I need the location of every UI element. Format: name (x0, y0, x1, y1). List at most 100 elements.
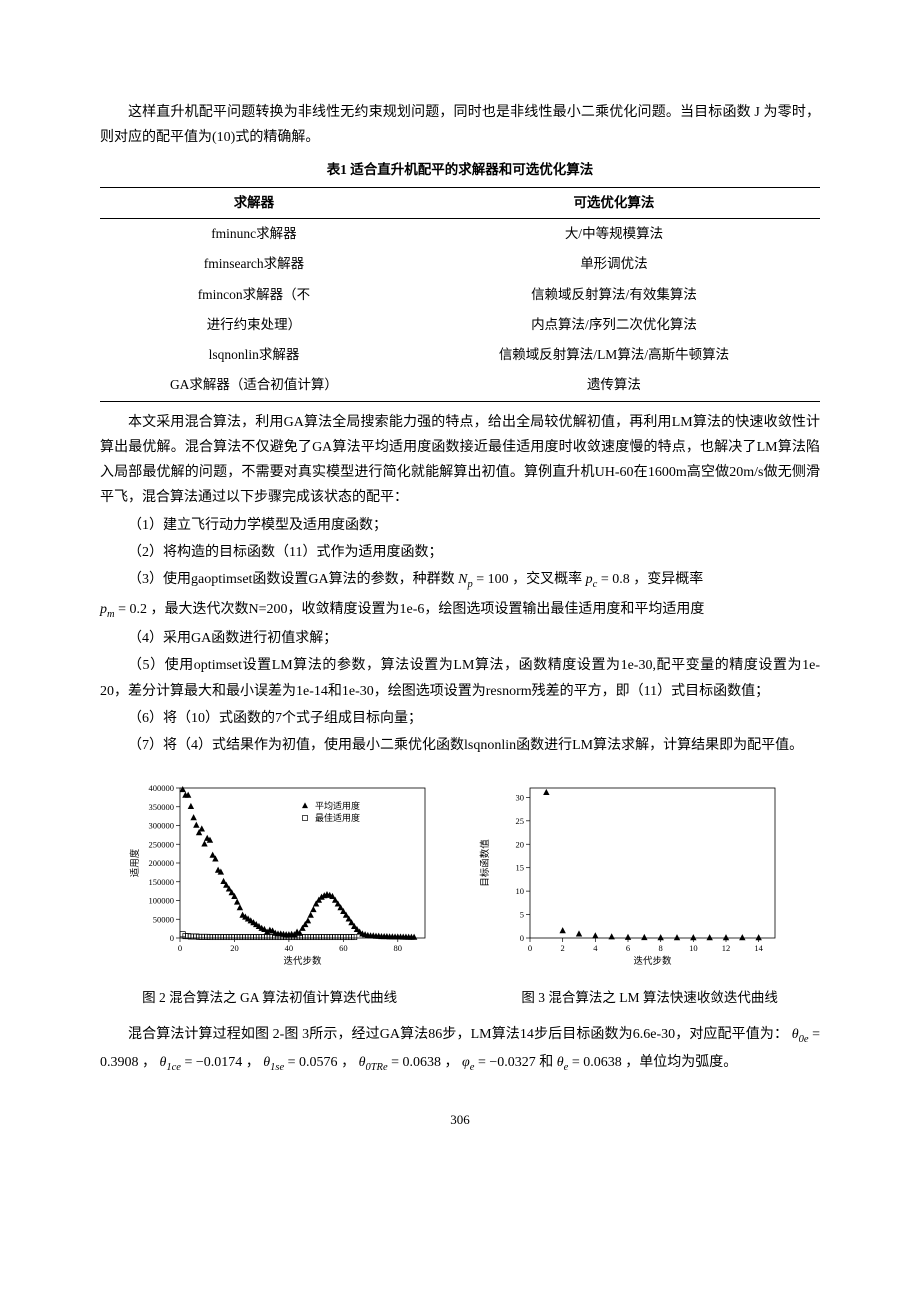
marker-triangle-icon (608, 933, 614, 939)
x-tick-label: 14 (754, 943, 763, 953)
sep4: ， (441, 1055, 462, 1070)
legend-item: 平均适用度 (315, 800, 360, 811)
marker-square-icon (303, 816, 308, 821)
marker-triangle-icon (755, 934, 761, 940)
step-1: （1）建立飞行动力学模型及适用度函数； (100, 513, 820, 538)
solver-table: 求解器 可选优化算法 fminunc求解器大/中等规模算法fminsearch求… (100, 187, 820, 402)
marker-triangle-icon (193, 822, 199, 828)
table-cell-algo: 单形调优法 (408, 249, 820, 279)
marker-triangle-icon (592, 932, 598, 938)
theta0TRe-val: = 0.0638 (388, 1055, 441, 1070)
x-tick-label: 0 (178, 943, 182, 953)
step-2: （2）将构造的目标函数（11）式作为适用度函数； (100, 540, 820, 565)
marker-triangle-icon (576, 931, 582, 937)
figure-2-caption: 图 2 混合算法之 GA 算法初值计算迭代曲线 (142, 986, 397, 1010)
step-3: （3）使用gaoptimset函数设置GA算法的参数，种群数 Np = 100 … (100, 567, 820, 595)
np-val: = 100 (473, 572, 509, 587)
theta1ce-val: = −0.0174 (181, 1055, 242, 1070)
table-cell-solver: fmincon求解器（不 (100, 280, 408, 310)
x-axis-label: 迭代步数 (283, 955, 322, 967)
x-tick-label: 4 (593, 943, 598, 953)
table-cell-solver: fminunc求解器 (100, 218, 408, 249)
marker-triangle-icon (657, 934, 663, 940)
result-pre: 混合算法计算过程如图 2-图 3所示，经过GA算法86步，LM算法14步后目标函… (128, 1027, 788, 1042)
step-4: （4）采用GA函数进行初值求解； (100, 626, 820, 651)
x-tick-label: 6 (626, 943, 630, 953)
marker-triangle-icon (180, 786, 186, 792)
y-tick-label: 400000 (149, 783, 175, 793)
phie-var: φ (462, 1055, 470, 1070)
x-tick-label: 12 (722, 943, 731, 953)
step-5: （5）使用optimset设置LM算法的参数，算法设置为LM算法，函数精度设置为… (100, 653, 820, 703)
pc-var: p (586, 572, 593, 587)
table-cell-algo: 大/中等规模算法 (408, 218, 820, 249)
thetae-val: = 0.0638 (568, 1055, 621, 1070)
sep2: ， (242, 1055, 263, 1070)
y-axis-label: 适用度 (129, 848, 141, 877)
marker-triangle-icon (706, 934, 712, 940)
main-paragraph: 本文采用混合算法，利用GA算法全局搜索能力强的特点，给出全局较优解初值，再利用L… (100, 410, 820, 511)
y-tick-label: 5 (520, 910, 524, 920)
step-3b: pm = 0.2 ，最大迭代次数N=200，收敛精度设置为1e-6，绘图选项设置… (100, 597, 820, 625)
y-tick-label: 250000 (149, 839, 175, 849)
theta1se-sub: 1se (270, 1062, 284, 1073)
marker-triangle-icon (310, 906, 316, 912)
marker-triangle-icon (199, 826, 205, 832)
np-var: N (458, 572, 467, 587)
y-tick-label: 0 (170, 933, 174, 943)
marker-triangle-icon (302, 803, 308, 809)
table-row: fmincon求解器（不信赖域反射算法/有效集算法 (100, 280, 820, 310)
result-tail: ，单位均为弧度。 (622, 1055, 738, 1070)
figure-2-block: 0204060800500001000001500002000002500003… (125, 776, 445, 976)
theta1se-val: = 0.0576 (284, 1055, 337, 1070)
table-header-algo: 可选优化算法 (408, 187, 820, 218)
table-cell-algo: 遗传算法 (408, 370, 820, 401)
x-tick-label: 60 (339, 943, 348, 953)
y-tick-label: 25 (516, 816, 525, 826)
marker-triangle-icon (543, 789, 549, 795)
x-tick-label: 80 (394, 943, 403, 953)
y-tick-label: 0 (520, 933, 524, 943)
thetae-var: θ (557, 1055, 564, 1070)
marker-triangle-icon (234, 899, 240, 905)
step-3-mid2: ，变异概率 (630, 572, 704, 587)
page-number: 306 (100, 1108, 820, 1131)
y-axis-label: 目标函数值 (479, 839, 491, 887)
marker-triangle-icon (307, 912, 313, 918)
x-tick-label: 8 (659, 943, 663, 953)
x-tick-label: 0 (528, 943, 532, 953)
figure-captions: 图 2 混合算法之 GA 算法初值计算迭代曲线 图 3 混合算法之 LM 算法快… (100, 986, 820, 1010)
marker-triangle-icon (559, 927, 565, 933)
x-tick-label: 40 (285, 943, 294, 953)
theta0e-var: θ (792, 1027, 799, 1042)
table-row: GA求解器（适合初值计算）遗传算法 (100, 370, 820, 401)
table-cell-algo: 信赖域反射算法/有效集算法 (408, 280, 820, 310)
marker-triangle-icon (739, 934, 745, 940)
figure-2-chart: 0204060800500001000001500002000002500003… (125, 776, 445, 976)
table-cell-algo: 内点算法/序列二次优化算法 (408, 310, 820, 340)
marker-triangle-icon (190, 814, 196, 820)
figure-3-block: 02468101214051015202530迭代步数目标函数值 (475, 776, 795, 976)
theta0TRe-sub: 0TRe (365, 1062, 387, 1073)
table-cell-solver: fminsearch求解器 (100, 249, 408, 279)
table-row: fminsearch求解器单形调优法 (100, 249, 820, 279)
y-tick-label: 300000 (149, 821, 175, 831)
marker-triangle-icon (641, 934, 647, 940)
step-7: （7）将（4）式结果作为初值，使用最小二乘优化函数lsqnonlin函数进行LM… (100, 733, 820, 758)
figures-row: 0204060800500001000001500002000002500003… (100, 776, 820, 976)
plot-frame (530, 788, 775, 938)
y-tick-label: 200000 (149, 858, 175, 868)
marker-triangle-icon (188, 803, 194, 809)
x-tick-label: 10 (689, 943, 698, 953)
pm-val: = 0.2 (115, 602, 147, 617)
y-tick-label: 15 (516, 863, 525, 873)
y-tick-label: 150000 (149, 877, 175, 887)
table-header-solver: 求解器 (100, 187, 408, 218)
figure-3-caption: 图 3 混合算法之 LM 算法快速收敛迭代曲线 (521, 986, 778, 1010)
phie-val: = −0.0327 (474, 1055, 535, 1070)
table-cell-algo: 信赖域反射算法/LM算法/高斯牛顿算法 (408, 340, 820, 370)
table-caption: 表1 适合直升机配平的求解器和可选优化算法 (100, 158, 820, 182)
legend-item: 最佳适用度 (315, 812, 360, 823)
x-tick-label: 20 (230, 943, 239, 953)
step-3b-rest: ，最大迭代次数N=200，收敛精度设置为1e-6，绘图选项设置输出最佳适用度和平… (147, 602, 704, 617)
